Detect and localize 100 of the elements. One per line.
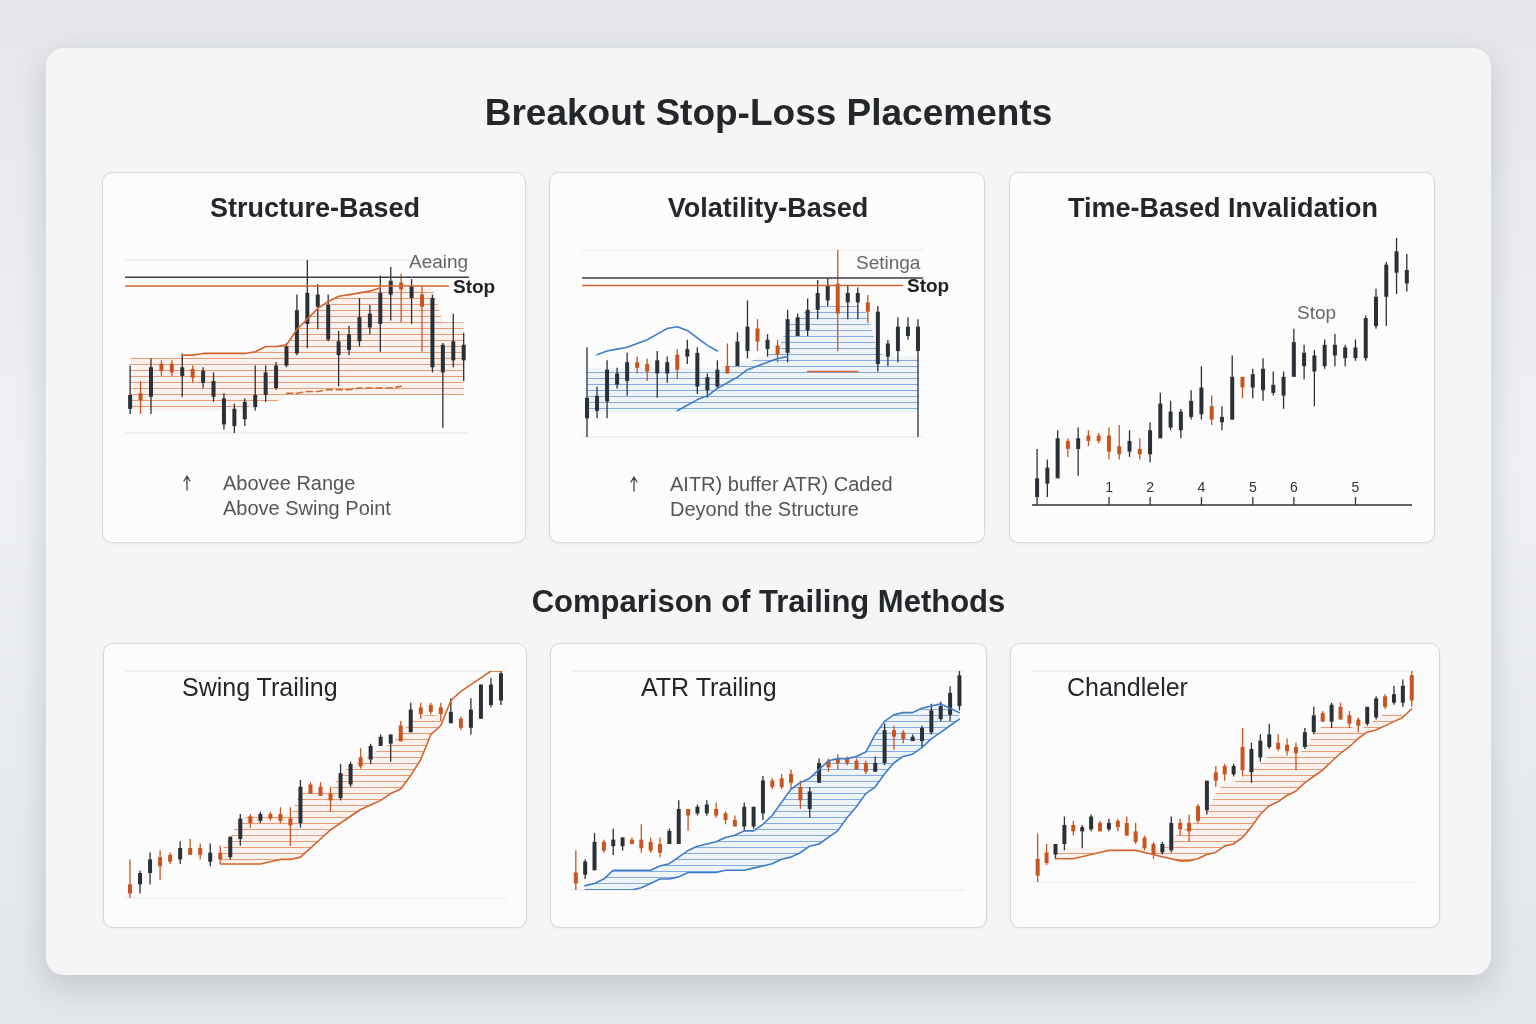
candlestick [1035, 832, 1040, 882]
annotation: Aeaing [409, 250, 469, 272]
candlestick [138, 870, 143, 895]
candlestick [1258, 733, 1263, 763]
candlestick [408, 702, 413, 733]
candlestick [865, 294, 870, 324]
candlestick [178, 840, 183, 865]
candlestick [825, 277, 830, 307]
candlestick [253, 364, 258, 412]
candlestick [665, 355, 670, 384]
chart-title: Structure-Based [209, 192, 421, 223]
candlestick [1271, 370, 1276, 397]
candlestick [1219, 405, 1224, 431]
candlestick [1209, 394, 1214, 426]
candlestick [1127, 429, 1132, 458]
candlestick [885, 339, 890, 367]
candlestick [798, 779, 803, 810]
candlestick [675, 348, 680, 380]
candlestick [1117, 424, 1122, 461]
candlestick [805, 297, 810, 337]
ref-line-label: Stop [907, 275, 950, 297]
candlestick [855, 286, 860, 320]
candlestick [948, 685, 953, 723]
x-tick-label: 2 [1146, 479, 1155, 495]
text: Comparison of Trailing Methods [531, 584, 1006, 619]
candlestick [1285, 737, 1290, 757]
candlestick [789, 768, 794, 790]
ref-line-label: Stop [453, 275, 496, 297]
candlestick [645, 357, 650, 382]
candlestick [815, 279, 820, 320]
candlestick [1332, 333, 1337, 367]
candlestick [208, 842, 213, 867]
candlestick [201, 366, 206, 389]
candlestick [367, 304, 372, 336]
candlestick [615, 367, 620, 390]
candlestick [1178, 408, 1183, 439]
candlestick [1311, 706, 1316, 735]
candlestick [488, 677, 493, 708]
chart-title: Chandleler [1067, 673, 1188, 701]
candlestick [1404, 253, 1409, 293]
candlestick [1302, 727, 1307, 750]
candlestick [420, 285, 425, 353]
candlestick [448, 697, 453, 724]
candlestick [1187, 813, 1192, 843]
candlestick [409, 278, 414, 325]
candlestick [1062, 815, 1067, 851]
candlestick [1281, 370, 1286, 410]
candlestick [211, 371, 216, 403]
candlestick [1343, 344, 1348, 367]
candlestick [1250, 368, 1255, 399]
candlestick [1044, 843, 1049, 866]
annotation: Setinga [856, 251, 921, 273]
candlestick [845, 284, 850, 320]
candlestick [388, 733, 393, 763]
candlestick [1312, 349, 1317, 407]
candlestick [232, 402, 237, 433]
candlestick [639, 823, 644, 854]
candlestick [348, 761, 353, 788]
candlestick [1249, 742, 1254, 784]
text: Above Swing Point [223, 497, 391, 519]
candlestick [158, 849, 163, 881]
text: AITR) buffer ATR) Caded [670, 473, 893, 495]
candlestick [368, 742, 373, 765]
candlestick [775, 339, 780, 363]
candlestick [1137, 437, 1142, 461]
candlestick [765, 333, 770, 358]
candlestick [658, 836, 663, 858]
candlestick [611, 828, 616, 856]
candlestick [461, 332, 466, 382]
candlestick [1261, 357, 1266, 402]
candlestick [595, 385, 600, 419]
x-tick-label: 5 [1351, 479, 1360, 495]
candlestick [1293, 742, 1298, 771]
candlestick [1189, 389, 1194, 421]
candlestick [1065, 437, 1070, 458]
candlestick [573, 849, 578, 890]
annotation: Stop [1297, 301, 1337, 323]
x-tick-label: 5 [1248, 479, 1257, 495]
candlestick [1168, 400, 1173, 431]
candlestick [1076, 426, 1081, 477]
candlestick [238, 813, 243, 847]
candlestick [625, 352, 630, 397]
candlestick [315, 283, 320, 330]
candlestick [1400, 678, 1405, 708]
candlestick [468, 697, 473, 736]
candlestick [1374, 695, 1379, 721]
candlestick [1213, 765, 1218, 788]
candlestick [938, 701, 943, 723]
candlestick [128, 364, 133, 415]
candlestick [1302, 344, 1307, 381]
candlestick [755, 318, 760, 352]
candlestick [1045, 458, 1050, 498]
x-tick-label: 4 [1197, 479, 1206, 495]
candlestick [138, 380, 143, 415]
candlestick [336, 330, 341, 387]
candlestick [1394, 238, 1399, 295]
candlestick [1391, 685, 1396, 706]
candlestick [1106, 426, 1111, 461]
candlestick [685, 339, 690, 365]
candlestick [128, 858, 133, 898]
